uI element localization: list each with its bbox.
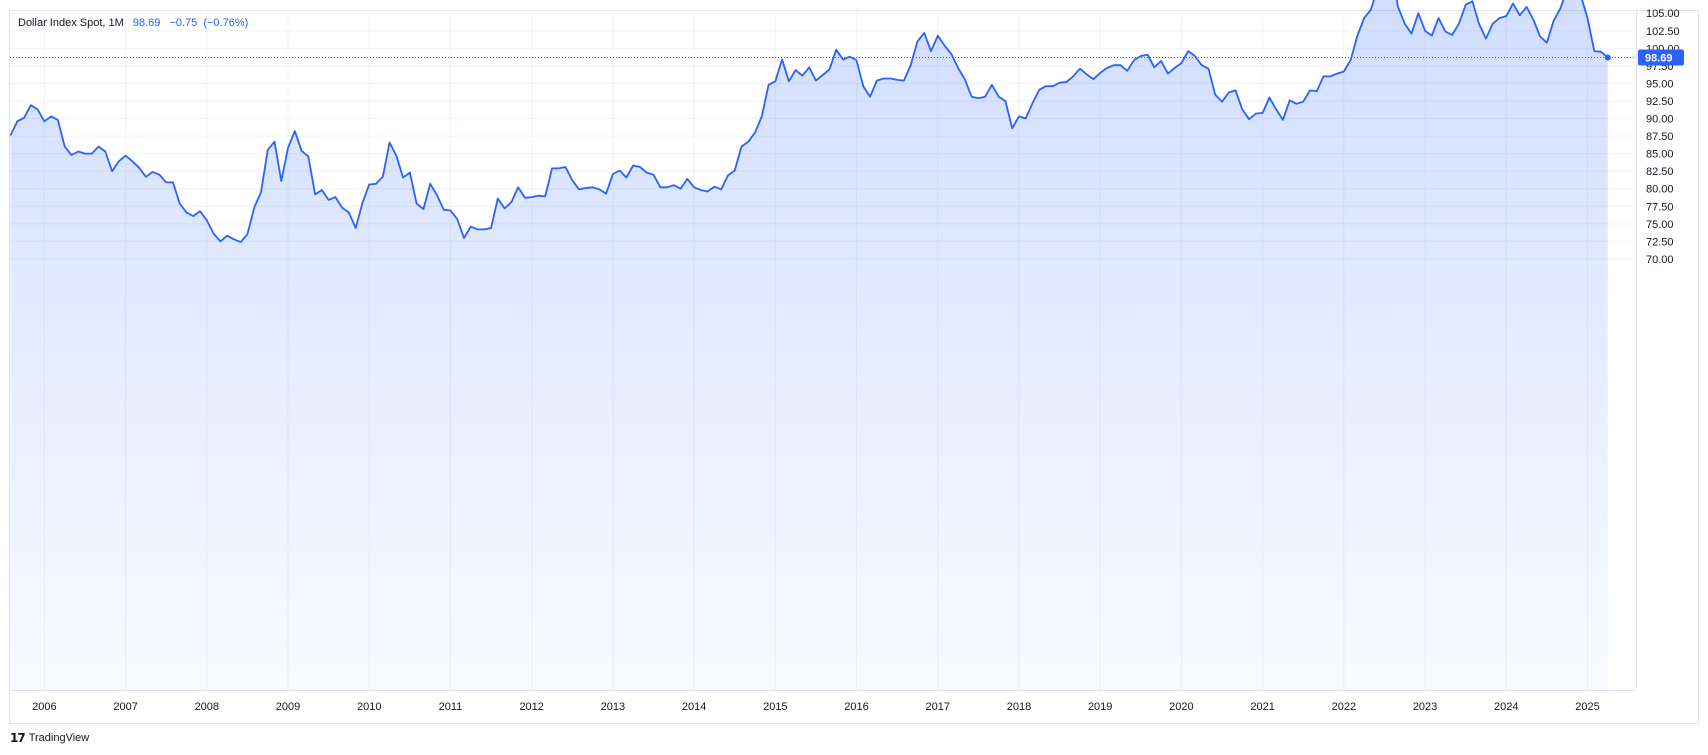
chart-legend: Dollar Index Spot, 1M 98.69 −0.75 (−0.76…	[18, 17, 248, 29]
x-tick-label: 2007	[113, 701, 137, 713]
y-tick-label: 77.50	[1646, 201, 1674, 213]
x-tick-label: 2018	[1007, 701, 1031, 713]
x-tick-label: 2014	[682, 701, 706, 713]
x-axis: 2006 2007 2008 2009 2010 2011 2012 2013 2014 2015…	[10, 690, 1636, 713]
y-tick-label: 95.00	[1646, 78, 1674, 90]
y-tick-label: 70.00	[1646, 254, 1674, 266]
y-tick-label: 105.00	[1646, 8, 1680, 20]
y-tick-label: 90.00	[1646, 114, 1674, 126]
x-tick-label: 2017	[926, 701, 950, 713]
last-price-label: 98.69	[1645, 53, 1673, 65]
x-tick-label: 2015	[763, 701, 787, 713]
y-tick-label: 82.50	[1646, 166, 1674, 178]
x-tick-label: 2023	[1413, 701, 1437, 713]
x-tick-label: 2012	[519, 701, 543, 713]
x-tick-label: 2022	[1332, 701, 1356, 713]
tradingview-logo-icon: 𝟭𝟳	[10, 731, 26, 745]
x-tick-label: 2008	[195, 701, 219, 713]
chart-frame	[9, 10, 1699, 724]
x-tick-label: 2019	[1088, 701, 1112, 713]
y-tick-label: 107.50	[1646, 0, 1680, 3]
y-tick-label: 85.00	[1646, 149, 1674, 161]
y-tick-label: 75.00	[1646, 219, 1674, 231]
y-tick-label: 102.50	[1646, 26, 1680, 38]
last-value: 98.69	[132, 17, 161, 29]
x-tick-label: 2010	[357, 701, 381, 713]
x-tick-label: 2011	[439, 701, 463, 713]
x-tick-label: 2021	[1250, 701, 1274, 713]
x-tick-label: 2013	[601, 701, 625, 713]
x-tick-label: 2024	[1494, 701, 1518, 713]
series-area-fill	[10, 0, 1608, 690]
y-tick-label: 80.00	[1646, 184, 1674, 196]
y-tick-label: 72.50	[1646, 236, 1674, 248]
tradingview-brand[interactable]: 𝟭𝟳 TradingView	[10, 731, 89, 745]
x-tick-label: 2025	[1575, 701, 1599, 713]
y-tick-label: 92.50	[1646, 96, 1674, 108]
change-value: −0.75	[169, 17, 198, 29]
x-tick-label: 2020	[1169, 701, 1193, 713]
last-price-marker: 98.69	[10, 49, 1684, 66]
series-line[interactable]	[9, 0, 1609, 243]
x-tick-label: 2009	[276, 701, 300, 713]
last-point-dot	[1604, 54, 1611, 61]
symbol-label[interactable]: Dollar Index Spot, 1M	[18, 17, 124, 29]
x-tick-label: 2006	[32, 701, 56, 713]
change-percent: (−0.76%)	[203, 17, 249, 29]
tradingview-brand-name: TradingView	[28, 732, 90, 744]
last-price-tag	[1638, 49, 1684, 66]
series-area	[9, 0, 1609, 690]
x-tick-label: 2016	[844, 701, 868, 713]
y-axis[interactable]: 70.00 72.50 75.00 77.50 80.00 82.50 85.00 87.50…	[1636, 0, 1680, 690]
y-tick-label: 87.50	[1646, 131, 1674, 143]
